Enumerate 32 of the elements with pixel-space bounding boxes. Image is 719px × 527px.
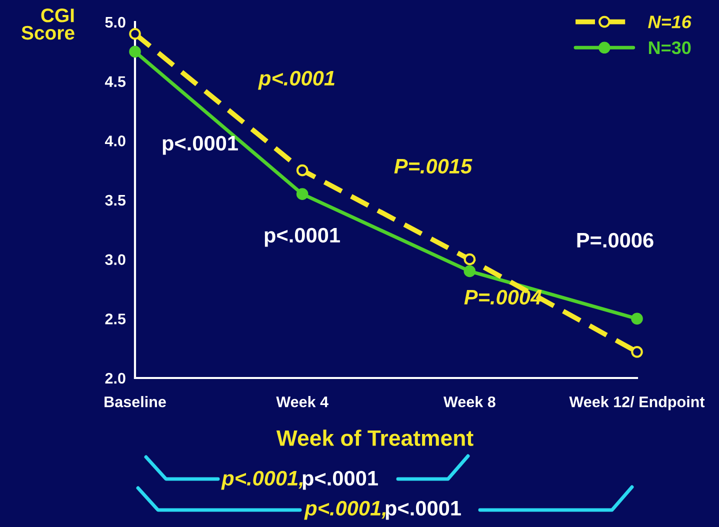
point	[631, 312, 643, 325]
y-tick-label: 4.5	[104, 76, 126, 88]
annotation: p<.0001	[162, 136, 238, 155]
text: p<.0001	[302, 470, 378, 490]
y-tick-label: 2.0	[105, 372, 126, 384]
y-tick-label: 5.0	[105, 16, 126, 28]
point	[296, 164, 308, 176]
y-tick-label: 2.5	[105, 314, 126, 324]
point	[129, 46, 141, 58]
x-tick-label: Week 4	[276, 396, 328, 408]
legend-label: N=16	[648, 16, 692, 28]
annotation: p<.0001	[264, 228, 340, 247]
annotation: P=.0015	[394, 158, 472, 174]
point	[296, 188, 308, 200]
point	[631, 346, 643, 358]
x-tick-label: Baseline	[104, 396, 166, 408]
y-axis-title: CGI Score	[22, 8, 74, 40]
legend-label: N=30	[648, 41, 691, 54]
text: p<.0001,	[304, 500, 386, 520]
annotation: p<.0001	[258, 70, 334, 90]
y-tick-label: 3.5	[105, 194, 126, 206]
x-tick-label: Week 12/ Endpoint	[569, 396, 705, 410]
point	[129, 28, 141, 40]
annotation: P=.0006	[577, 232, 654, 248]
y-tick-label: 4.0	[104, 136, 126, 146]
x-tick-label: Week 8	[443, 396, 496, 408]
y-tick-label: 3.0	[105, 254, 126, 266]
x-axis-title: Week of Treatment	[276, 430, 474, 446]
point	[464, 265, 476, 278]
text: p<.0001,	[221, 470, 303, 490]
text: p<.0001	[386, 500, 461, 520]
point	[464, 253, 476, 266]
